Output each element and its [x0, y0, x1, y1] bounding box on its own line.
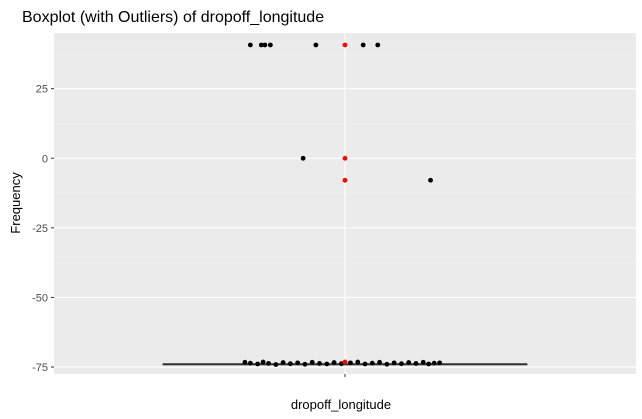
jitter-point	[348, 360, 353, 366]
jitter-point	[355, 359, 361, 365]
jitter-point	[384, 361, 390, 367]
y-tick-label: 0	[42, 153, 48, 165]
y-axis-title: Frequency	[8, 172, 23, 234]
jitter-point	[413, 361, 419, 366]
data-points	[242, 42, 443, 367]
jitter-point	[247, 42, 253, 48]
y-axis: 25 0 -25 -50 -75	[32, 84, 54, 374]
jitter-point	[437, 360, 443, 366]
outlier-point	[342, 42, 348, 48]
jitter-point	[266, 361, 271, 366]
jitter-point	[426, 361, 432, 367]
jitter-point	[360, 42, 366, 48]
jitter-point	[302, 361, 308, 367]
jitter-point	[255, 361, 261, 367]
jitter-point	[309, 359, 315, 365]
jitter-point	[273, 362, 279, 367]
jitter-point	[324, 361, 330, 367]
jitter-point	[406, 360, 412, 365]
jitter-point	[375, 42, 381, 48]
outlier-point	[342, 155, 348, 161]
jitter-point	[420, 359, 426, 365]
jitter-point	[242, 359, 248, 365]
jitter-point	[295, 360, 301, 366]
jitter-point	[338, 361, 344, 367]
jitter-point	[399, 361, 404, 367]
jitter-point	[431, 360, 437, 366]
chart-title: Boxplot (with Outliers) of dropoff_longi…	[22, 9, 324, 26]
jitter-point	[362, 361, 368, 367]
y-tick-label: 25	[36, 84, 48, 96]
jitter-point	[260, 359, 266, 365]
jitter-point	[331, 360, 337, 365]
grid-lines	[54, 33, 636, 374]
outlier-point	[342, 359, 348, 365]
jitter-point	[262, 42, 268, 48]
jitter-point	[317, 361, 322, 366]
x-axis-title: dropoff_longitude	[291, 397, 391, 412]
jitter-point	[313, 42, 319, 48]
jitter-point	[267, 42, 273, 48]
jitter-point	[258, 42, 264, 48]
jitter-point	[377, 359, 382, 365]
jitter-point	[428, 177, 433, 183]
y-tick-label: -25	[32, 223, 48, 235]
outlier-point	[342, 177, 348, 183]
jitter-point	[391, 360, 397, 366]
jitter-point	[288, 361, 293, 367]
jitter-point	[280, 360, 286, 365]
y-tick-label: -50	[32, 292, 48, 304]
jitter-point	[247, 360, 253, 366]
jitter-point	[300, 155, 306, 161]
y-tick-label: -75	[32, 362, 48, 374]
jitter-point	[369, 360, 375, 366]
